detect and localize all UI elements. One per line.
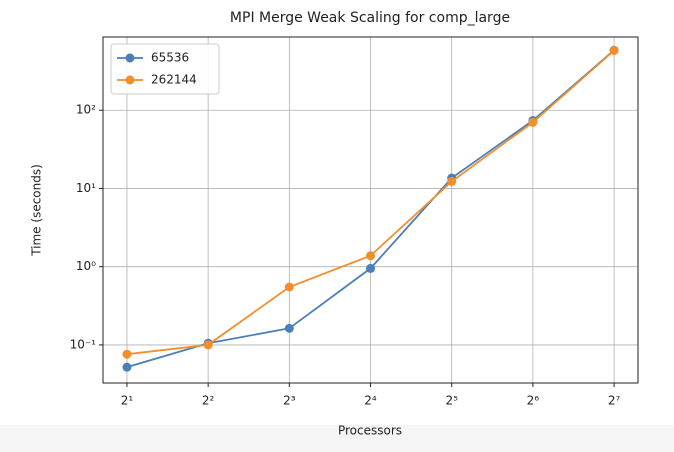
x-tick-label: 2² <box>202 394 215 408</box>
x-tick-label: 2⁶ <box>527 394 540 408</box>
y-tick-label: 10⁻¹ <box>70 337 97 351</box>
legend-marker <box>125 53 135 63</box>
y-tick-label: 10⁰ <box>76 259 96 273</box>
x-tick-label: 2⁷ <box>608 394 621 408</box>
x-axis-label: Processors <box>338 424 402 438</box>
x-tick-label: 2⁵ <box>445 394 458 408</box>
bottom-strip <box>0 425 674 452</box>
marker <box>122 349 132 359</box>
y-axis-label: Time (seconds) <box>30 164 44 257</box>
y-tick-label: 10¹ <box>76 181 96 195</box>
marker <box>284 323 294 333</box>
x-tick-label: 2¹ <box>121 394 134 408</box>
marker <box>284 282 294 292</box>
legend-marker <box>125 75 135 85</box>
x-tick-label: 2⁴ <box>364 394 377 408</box>
legend-label: 65536 <box>151 51 189 65</box>
y-tick-label: 10² <box>76 103 96 117</box>
legend-box <box>110 43 220 95</box>
marker <box>203 340 213 350</box>
marker <box>609 46 619 56</box>
x-tick-label: 2³ <box>283 394 296 408</box>
marker <box>366 263 376 273</box>
legend-label: 262144 <box>151 73 197 87</box>
chart-title: MPI Merge Weak Scaling for comp_large <box>230 10 510 26</box>
marker <box>447 176 457 186</box>
marker <box>366 251 376 261</box>
plot-frame <box>102 36 639 384</box>
marker <box>528 117 538 127</box>
marker <box>122 362 132 372</box>
